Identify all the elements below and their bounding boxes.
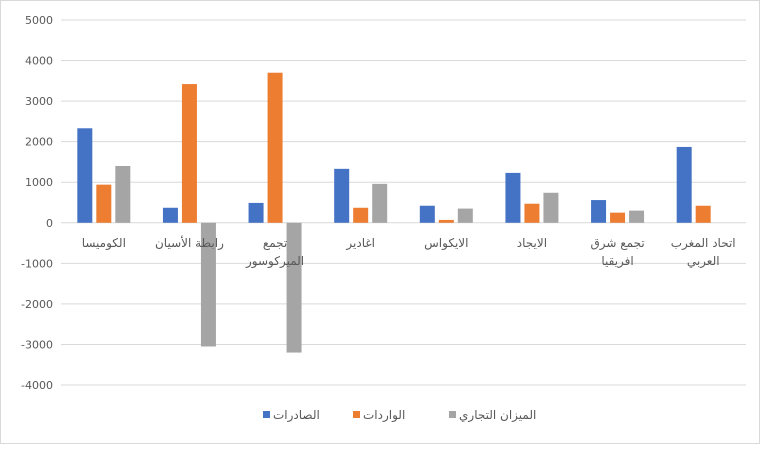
y-tick-label: -3000 — [21, 338, 53, 351]
bar-3 — [372, 184, 387, 223]
bar-3 — [115, 166, 130, 223]
legend-swatch — [353, 411, 360, 418]
x-tick-label: الميركوسور — [245, 254, 304, 269]
x-tick-label: اتحاد المغرب — [671, 236, 736, 251]
y-tick-label: 0 — [46, 217, 53, 230]
x-tick-label: تجمع — [263, 236, 287, 250]
bar-3 — [287, 223, 302, 353]
legend-swatch — [449, 411, 456, 418]
legend-label: الميزان التجاري — [459, 408, 536, 423]
bar-1 — [163, 208, 178, 223]
bar-3 — [543, 193, 558, 223]
y-tick-label: 4000 — [25, 55, 53, 68]
x-tick-label: الايجاد — [517, 236, 547, 250]
legend-label: الواردات — [363, 408, 405, 423]
bar-2 — [96, 185, 111, 223]
bar-1 — [505, 173, 520, 223]
bar-1 — [249, 203, 264, 223]
bar-1 — [334, 169, 349, 223]
x-tick-label: افريقيا — [601, 254, 633, 269]
bar-2 — [610, 213, 625, 223]
bar-2 — [439, 220, 454, 223]
x-tick-label: الكوميسا — [82, 236, 126, 251]
legend-label: الصادرات — [273, 408, 320, 423]
y-tick-label: -2000 — [21, 298, 53, 311]
y-tick-label: -1000 — [21, 257, 53, 270]
legend-swatch — [263, 411, 270, 418]
x-tick-label: تجمع شرق — [590, 236, 644, 251]
bar-2 — [524, 204, 539, 223]
bar-1 — [677, 147, 692, 223]
bar-1 — [77, 128, 92, 222]
x-tick-label: الايكواس — [424, 236, 468, 251]
x-tick-label: اغادير — [345, 236, 375, 251]
bar-1 — [420, 206, 435, 223]
y-tick-label: 3000 — [25, 95, 53, 108]
bar-2 — [182, 84, 197, 223]
bar-2 — [268, 73, 283, 223]
bar-1 — [591, 200, 606, 223]
bar-3 — [458, 209, 473, 223]
bar-2 — [696, 206, 711, 223]
bar-3 — [629, 211, 644, 223]
y-tick-label: 2000 — [25, 136, 53, 149]
y-tick-label: -4000 — [21, 379, 53, 392]
bar-2 — [353, 208, 368, 223]
y-tick-label: 5000 — [25, 14, 53, 27]
x-tick-label: رابطة الأسيان — [155, 235, 224, 251]
y-tick-label: 1000 — [25, 176, 53, 189]
x-tick-label: العربي — [687, 254, 720, 269]
